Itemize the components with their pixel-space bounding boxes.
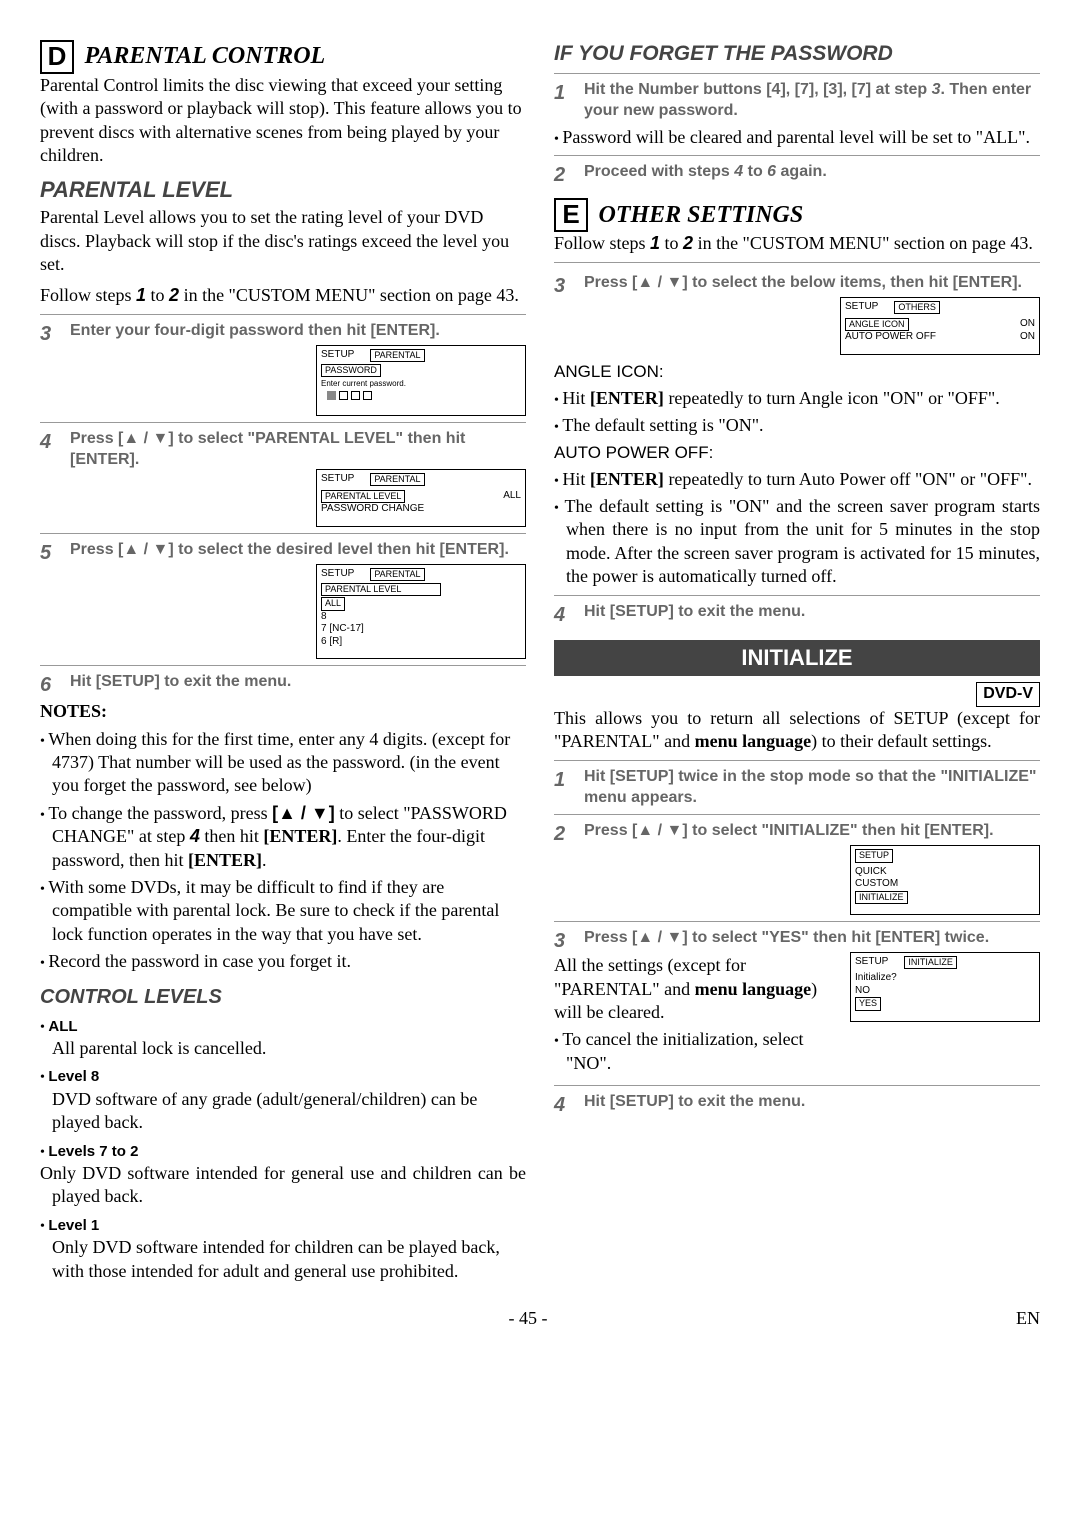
e-step-4: 4 Hit [SETUP] to exit the menu. [554, 602, 1040, 628]
notes-list: When doing this for the first time, ente… [40, 728, 526, 974]
note-3: With some DVDs, it may be difficult to f… [40, 876, 526, 946]
forget-password-heading: IF YOU FORGET THE PASSWORD [554, 40, 1040, 67]
notes-heading: NOTES: [40, 700, 526, 723]
auto-power-heading: AUTO POWER OFF: [554, 442, 1040, 464]
note-1: When doing this for the first time, ente… [40, 728, 526, 798]
step-6: 6 Hit [SETUP] to exit the menu. [40, 672, 526, 698]
i-step-1: 1 Hit [SETUP] twice in the stop mode so … [554, 767, 1040, 809]
step-4: 4 Press [▲ / ▼] to select "PARENTAL LEVE… [40, 429, 526, 471]
section-e-header: E OTHER SETTINGS [554, 198, 1040, 232]
osd-level-list: SETUPPARENTAL PARENTAL LEVEL ALL 8 7 [NC… [316, 564, 526, 660]
apo-1: Hit [ENTER] repeatedly to turn Auto Powe… [554, 468, 1040, 491]
left-column: D PARENTAL CONTROL Parental Control limi… [40, 40, 526, 1287]
cl-level72: Levels 7 to 2Only DVD software intended … [40, 1139, 526, 1209]
step-5: 5 Press [▲ / ▼] to select the desired le… [40, 540, 526, 566]
step-6-text: Hit [SETUP] to exit the menu. [70, 672, 526, 698]
i-step-2: 2 Press [▲ / ▼] to select "INITIALIZE" t… [554, 821, 1040, 847]
i3-bullet: To cancel the initialization, select "NO… [554, 1028, 840, 1075]
page-footer: - 45 - EN [40, 1307, 1040, 1330]
e-step-3-text: Press [▲ / ▼] to select the below items,… [584, 273, 1040, 299]
osd-password: SETUPPARENTAL PASSWORD Enter current pas… [316, 345, 526, 416]
e-step-3: 3 Press [▲ / ▼] to select the below item… [554, 273, 1040, 299]
step-3: 3 Enter your four-digit password then hi… [40, 321, 526, 347]
parental-level-heading: PARENTAL LEVEL [40, 176, 526, 205]
cl-all: ALLAll parental lock is cancelled. [40, 1014, 526, 1061]
step-3-text: Enter your four-digit password then hit … [70, 321, 526, 347]
step-5-text: Press [▲ / ▼] to select the desired leve… [70, 540, 526, 566]
parental-control-title: PARENTAL CONTROL [85, 41, 326, 72]
forget-step-1: 1 Hit the Number buttons [4], [7], [3], … [554, 80, 1040, 122]
angle-icon-2: The default setting is "ON". [554, 414, 1040, 437]
angle-icon-1: Hit [ENTER] repeatedly to turn Angle ico… [554, 387, 1040, 410]
page-number: - 45 - [509, 1307, 548, 1330]
step-4-text: Press [▲ / ▼] to select "PARENTAL LEVEL"… [70, 429, 526, 471]
e-step-4-text: Hit [SETUP] to exit the menu. [584, 602, 1040, 628]
control-levels-list: ALLAll parental lock is cancelled. Level… [40, 1014, 526, 1283]
apo-2: The default setting is "ON" and the scre… [554, 495, 1040, 589]
section-d-header: D PARENTAL CONTROL [40, 40, 526, 74]
osd-initialize-menu: SETUP QUICK CUSTOM INITIALIZE [850, 845, 1040, 915]
note-4: Record the password in case you forget i… [40, 950, 526, 973]
dvd-v-badge: DVD-V [976, 682, 1040, 707]
forget-step-2: 2 Proceed with steps 4 to 6 again. [554, 162, 1040, 188]
letter-e: E [554, 198, 588, 232]
follow-steps-e: Follow steps 1 to 2 in the "CUSTOM MENU"… [554, 232, 1040, 255]
follow-steps-left: Follow steps 1 to 2 in the "CUSTOM MENU"… [40, 284, 526, 307]
angle-icon-heading: ANGLE ICON: [554, 361, 1040, 383]
footer-lang: EN [1016, 1307, 1040, 1330]
osd-initialize-confirm: SETUPINITIALIZE Initialize? NO YES [850, 952, 1040, 1022]
osd-others: SETUPOTHERS ANGLE ICONON AUTO POWER OFFO… [840, 297, 1040, 355]
initialize-body: This allows you to return all selections… [554, 707, 1040, 754]
initialize-banner: INITIALIZE [554, 640, 1040, 677]
letter-d: D [40, 40, 74, 74]
i-step-4: 4 Hit [SETUP] to exit the menu. [554, 1092, 1040, 1118]
parental-level-body: Parental Level allows you to set the rat… [40, 206, 526, 276]
cl-level1: Level 1Only DVD software intended for ch… [40, 1213, 526, 1283]
other-settings-title: OTHER SETTINGS [599, 200, 804, 231]
right-column: IF YOU FORGET THE PASSWORD 1 Hit the Num… [554, 40, 1040, 1287]
i-step-3: 3 Press [▲ / ▼] to select "YES" then hit… [554, 928, 1040, 954]
forget-bullet: Password will be cleared and parental le… [554, 126, 1040, 149]
cl-level8: Level 8DVD software of any grade (adult/… [40, 1064, 526, 1134]
parental-intro: Parental Control limits the disc viewing… [40, 74, 526, 168]
note-2: To change the password, press [▲ / ▼] to… [40, 802, 526, 872]
control-levels-heading: CONTROL LEVELS [40, 984, 526, 1010]
i3-aftertext: All the settings (except for "PARENTAL" … [554, 954, 840, 1024]
osd-parental-level: SETUPPARENTAL PARENTAL LEVELALL PASSWORD… [316, 469, 526, 527]
